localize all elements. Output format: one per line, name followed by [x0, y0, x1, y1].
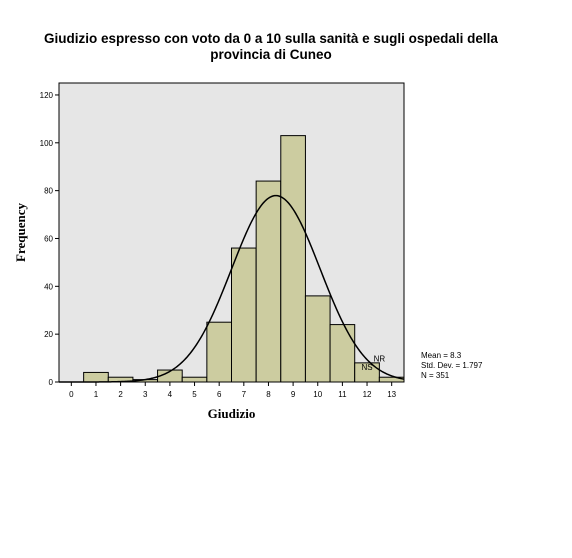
stats-std-dev: Std. Dev. = 1.797 — [421, 361, 483, 370]
bar-10 — [304, 295, 331, 383]
chart-title-line-1: Giudizio espresso con voto da 0 a 10 sul… — [44, 31, 498, 46]
x-tick-label-13: 13 — [387, 390, 396, 399]
x-tick-label-0: 0 — [69, 390, 74, 399]
y-axis-label: Frequency — [13, 203, 28, 262]
bar-11 — [329, 324, 356, 383]
plot-frame — [58, 82, 405, 383]
chart-title: Giudizio espresso con voto da 0 a 10 sul… — [0, 31, 542, 63]
y-tick-label-80: 80 — [44, 187, 53, 196]
bar-9 — [280, 135, 306, 383]
y-tick-label-120: 120 — [40, 91, 54, 100]
bar-7 — [231, 247, 257, 383]
bar-6 — [206, 321, 233, 383]
x-tick-label-12: 12 — [363, 390, 372, 399]
x-tick-label-10: 10 — [313, 390, 322, 399]
y-tick-label-60: 60 — [44, 234, 53, 243]
bar-1 — [83, 371, 109, 383]
bar-5 — [181, 376, 208, 383]
y-tick-label-20: 20 — [44, 330, 53, 339]
x-axis-label: Giudizio — [208, 406, 256, 421]
y-tick-label-0: 0 — [49, 378, 54, 387]
annotation-ns: NS — [361, 363, 372, 372]
x-tick-label-5: 5 — [192, 390, 197, 399]
stats-mean: Mean = 8.3 — [421, 351, 462, 360]
annotation-nr: NR — [374, 355, 386, 364]
x-tick-label-3: 3 — [143, 390, 148, 399]
x-tick-label-2: 2 — [118, 390, 123, 399]
stats-box: Mean = 8.3 Std. Dev. = 1.797 N = 351 — [421, 351, 482, 381]
stats-n: N = 351 — [421, 371, 450, 380]
x-tick-label-1: 1 — [94, 390, 99, 399]
y-tick-label-40: 40 — [44, 282, 53, 291]
x-tick-label-11: 11 — [338, 390, 347, 399]
x-tick-label-4: 4 — [168, 390, 173, 399]
bar-8 — [255, 180, 282, 383]
y-tick-label-100: 100 — [40, 139, 54, 148]
x-tick-label-6: 6 — [217, 390, 222, 399]
chart-title-line-2: provincia di Cuneo — [210, 47, 332, 62]
x-tick-label-9: 9 — [291, 390, 296, 399]
x-tick-label-7: 7 — [242, 390, 247, 399]
x-tick-label-8: 8 — [266, 390, 271, 399]
